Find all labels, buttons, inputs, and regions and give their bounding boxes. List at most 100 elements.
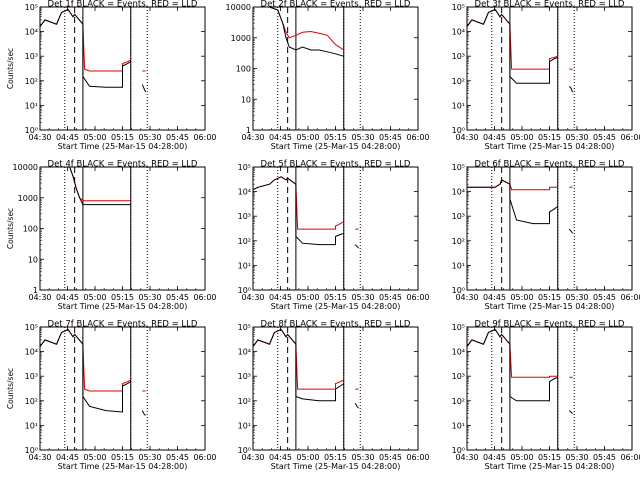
y-tick-label: 10⁴ bbox=[238, 188, 251, 197]
x-axis-label: Start Time (25-Mar-15 04:28:00) bbox=[58, 302, 188, 311]
x-tick-label: 04:45 bbox=[483, 293, 506, 302]
chart-panel-3: Det 3f BLACK = Events, RED = LLD 04:30 04:… bbox=[452, 0, 640, 151]
y-tick-label: 10³ bbox=[452, 372, 465, 381]
chart-panel-2: Det 2f BLACK = Events, RED = LLD 04:30 04:… bbox=[226, 0, 430, 151]
x-tick-label: 05:15 bbox=[538, 133, 561, 142]
x-tick-label: 06:00 bbox=[406, 133, 429, 142]
y-tick-label: 10⁰ bbox=[238, 286, 251, 295]
x-tick-label: 05:45 bbox=[379, 453, 402, 462]
y-tick-label: 10⁰ bbox=[452, 286, 465, 295]
x-tick-label: 05:15 bbox=[111, 133, 134, 142]
x-axis-label: Start Time (25-Mar-15 04:28:00) bbox=[485, 302, 615, 311]
y-axis-label: Counts/sec bbox=[6, 208, 15, 249]
x-tick-label: 04:45 bbox=[56, 133, 79, 142]
x-tick-label: 06:00 bbox=[620, 293, 640, 302]
x-tick-label: 04:30 bbox=[455, 133, 478, 142]
x-tick-label: 06:00 bbox=[620, 133, 640, 142]
y-tick-label: 100 bbox=[23, 225, 38, 234]
y-tick-label: 1 bbox=[246, 126, 251, 135]
x-axis-label: Start Time (25-Mar-15 04:28:00) bbox=[271, 302, 401, 311]
x-axis-label: Start Time (25-Mar-15 04:28:00) bbox=[485, 462, 615, 471]
x-tick-label: 05:15 bbox=[324, 293, 347, 302]
y-tick-label: 10³ bbox=[25, 372, 38, 381]
y-tick-label: 10⁰ bbox=[25, 446, 38, 455]
x-tick-label: 05:45 bbox=[379, 133, 402, 142]
y-tick-label: 10⁰ bbox=[25, 126, 38, 135]
y-tick-label: 10⁴ bbox=[25, 348, 38, 357]
x-tick-label: 05:45 bbox=[166, 133, 189, 142]
y-tick-label: 10000 bbox=[226, 3, 251, 12]
y-tick-label: 10⁵ bbox=[25, 323, 38, 332]
x-tick-label: 05:30 bbox=[138, 293, 161, 302]
chart-panel-1: Det 1f BLACK = Events, RED = LLD 04:30 04:… bbox=[6, 0, 217, 151]
chart-title: Det 2f BLACK = Events, RED = LLD bbox=[261, 0, 411, 10]
y-tick-label: 10² bbox=[452, 397, 465, 406]
x-tick-label: 05:15 bbox=[324, 133, 347, 142]
x-tick-label: 05:15 bbox=[538, 453, 561, 462]
x-tick-label: 06:00 bbox=[406, 453, 429, 462]
y-tick-label: 100 bbox=[236, 65, 251, 74]
chart-panel-9: Det 9f BLACK = Events, RED = LLD 04:30 04:… bbox=[452, 320, 640, 472]
x-tick-label: 05:30 bbox=[565, 133, 588, 142]
x-axis-label: Start Time (25-Mar-15 04:28:00) bbox=[58, 142, 188, 151]
chart-title: Det 1f BLACK = Events, RED = LLD bbox=[48, 0, 198, 10]
chart-title: Det 4f BLACK = Events, RED = LLD bbox=[48, 160, 198, 170]
series-events-line bbox=[252, 176, 359, 249]
x-tick-label: 04:45 bbox=[269, 293, 292, 302]
x-tick-label: 04:45 bbox=[269, 453, 292, 462]
chart-panel-6: Det 6f BLACK = Events, RED = LLD 04:30 04:… bbox=[452, 160, 640, 312]
x-tick-label: 05:00 bbox=[510, 133, 533, 142]
x-tick-label: 05:45 bbox=[593, 133, 616, 142]
x-tick-label: 06:00 bbox=[193, 453, 216, 462]
series-events-line bbox=[252, 328, 359, 409]
x-tick-label: 05:15 bbox=[538, 293, 561, 302]
x-tick-label: 05:30 bbox=[351, 453, 374, 462]
y-tick-label: 10³ bbox=[238, 212, 251, 221]
series-events-line bbox=[39, 328, 146, 416]
x-tick-label: 05:30 bbox=[351, 293, 374, 302]
y-tick-label: 10⁴ bbox=[452, 28, 465, 37]
x-axis-label: Start Time (25-Mar-15 04:28:00) bbox=[485, 142, 615, 151]
y-tick-label: 10¹ bbox=[25, 101, 38, 110]
x-tick-label: 06:00 bbox=[406, 293, 429, 302]
series-events-line bbox=[466, 8, 574, 93]
chart-panel-5: Det 5f BLACK = Events, RED = LLD 04:30 04:… bbox=[238, 160, 430, 312]
x-tick-label: 04:30 bbox=[455, 453, 478, 462]
x-tick-label: 05:00 bbox=[296, 453, 319, 462]
chart-title: Det 5f BLACK = Events, RED = LLD bbox=[261, 160, 411, 170]
x-tick-label: 05:30 bbox=[565, 453, 588, 462]
y-tick-label: 10³ bbox=[238, 372, 251, 381]
x-tick-label: 05:45 bbox=[379, 293, 402, 302]
y-tick-label: 1000 bbox=[18, 194, 38, 203]
y-tick-label: 10² bbox=[452, 77, 465, 86]
y-tick-label: 10³ bbox=[25, 52, 38, 61]
series-lld-line bbox=[466, 328, 573, 378]
y-tick-label: 1000 bbox=[231, 34, 251, 43]
y-tick-label: 10⁵ bbox=[452, 323, 465, 332]
y-tick-label: 10⁵ bbox=[238, 163, 251, 172]
series-events-line bbox=[39, 8, 147, 93]
y-tick-label: 10² bbox=[238, 237, 251, 246]
x-tick-label: 06:00 bbox=[193, 293, 216, 302]
y-tick-label: 10⁵ bbox=[452, 3, 465, 12]
y-axis-label: Counts/sec bbox=[6, 48, 15, 89]
x-tick-label: 05:30 bbox=[138, 133, 161, 142]
y-tick-label: 10² bbox=[25, 397, 38, 406]
chart-panel-8: Det 8f BLACK = Events, RED = LLD 04:30 04:… bbox=[238, 320, 430, 472]
y-tick-label: 10⁰ bbox=[238, 446, 251, 455]
x-tick-label: 05:00 bbox=[83, 453, 106, 462]
x-tick-label: 05:00 bbox=[83, 293, 106, 302]
y-tick-label: 10⁵ bbox=[452, 163, 465, 172]
x-tick-label: 04:30 bbox=[241, 293, 264, 302]
y-axis-label: Counts/sec bbox=[6, 368, 15, 409]
x-tick-label: 05:00 bbox=[510, 293, 533, 302]
x-tick-label: 05:30 bbox=[351, 133, 374, 142]
x-tick-label: 05:15 bbox=[111, 293, 134, 302]
series-lld-line bbox=[467, 179, 573, 191]
x-tick-label: 04:45 bbox=[483, 133, 506, 142]
y-tick-label: 10² bbox=[25, 77, 38, 86]
chart-panel-4: Det 4f BLACK = Events, RED = LLD 04:30 04:… bbox=[6, 160, 217, 312]
series-lld-line bbox=[40, 166, 131, 202]
x-tick-label: 05:00 bbox=[83, 133, 106, 142]
